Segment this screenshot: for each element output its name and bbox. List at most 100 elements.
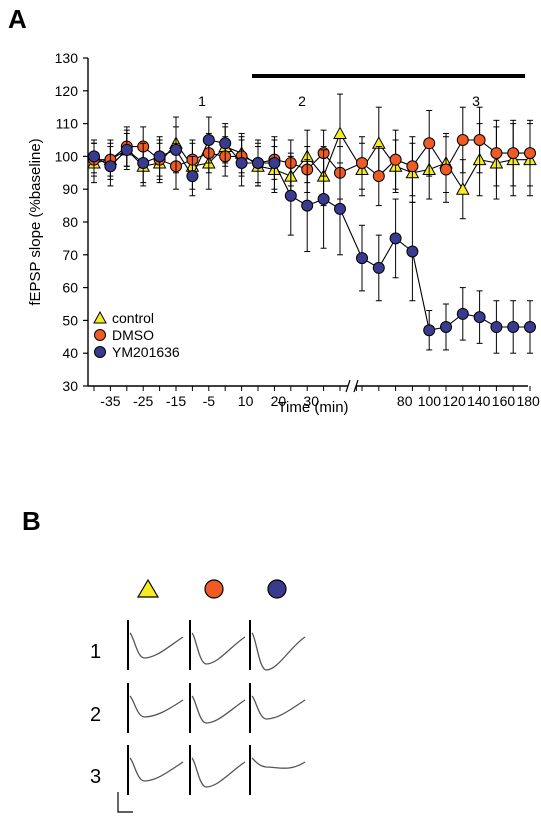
trace-legend-circle-icon <box>267 579 287 599</box>
y-tick-label: 30 <box>62 378 78 394</box>
fepsp-trace <box>191 695 246 724</box>
y-tick-label: 100 <box>55 148 79 164</box>
data-point <box>317 193 330 206</box>
x-tick-label: 80 <box>397 393 413 409</box>
data-point <box>170 143 182 156</box>
x-tick-label: -25 <box>133 393 153 409</box>
fepsp-trace <box>129 757 184 782</box>
series-line <box>93 139 341 210</box>
fepsp-trace <box>251 632 306 671</box>
trace-row-label: 3 <box>90 766 101 788</box>
data-point <box>88 150 100 163</box>
x-tick-label: 20 <box>271 393 287 409</box>
epoch-label: 3 <box>472 93 480 109</box>
legend-marker <box>93 310 107 324</box>
data-point <box>524 320 536 333</box>
trace-legend-triangle-icon <box>136 578 160 598</box>
data-point <box>301 199 314 212</box>
data-point <box>455 182 470 195</box>
data-point <box>524 147 536 160</box>
x-tick-label: -15 <box>166 393 186 409</box>
data-point <box>456 307 469 320</box>
data-point <box>120 143 133 156</box>
y-tick-label: 80 <box>62 214 78 230</box>
x-tick-label: -5 <box>203 393 216 409</box>
legend-marker <box>94 346 106 358</box>
data-point <box>456 134 469 146</box>
data-point <box>104 160 117 173</box>
y-tick-label: 110 <box>56 116 79 132</box>
fepsp-trace <box>251 757 306 769</box>
data-point <box>372 170 385 183</box>
trace-row-label: 2 <box>90 704 101 726</box>
y-tick-label: 40 <box>62 345 78 361</box>
panel-a-label: A <box>8 4 27 34</box>
y-tick-label: 90 <box>62 181 78 197</box>
x-tick-label: 180 <box>516 393 540 409</box>
data-point <box>490 147 503 160</box>
data-point <box>153 150 166 163</box>
epoch-label: 2 <box>298 93 306 109</box>
epoch-label: 1 <box>198 93 206 109</box>
x-tick-label: 160 <box>492 393 516 409</box>
data-point <box>372 261 385 274</box>
data-point <box>219 137 232 150</box>
fepsp-trace <box>251 695 306 720</box>
data-point <box>333 126 347 139</box>
series-line <box>94 146 341 174</box>
data-point <box>202 134 215 146</box>
y-tick-label: 120 <box>55 83 79 99</box>
legend-label: DMSO <box>112 327 154 343</box>
data-point <box>186 170 199 183</box>
y-tick-label: 130 <box>55 50 79 66</box>
y-tick-label: 70 <box>62 247 78 263</box>
data-point <box>507 147 520 160</box>
x-tick-label: 30 <box>303 393 319 409</box>
x-tick-label: 120 <box>442 393 466 409</box>
data-point <box>440 320 452 333</box>
data-point <box>268 156 281 169</box>
scale-bar <box>117 792 133 813</box>
legend-label: YM201636 <box>112 344 180 360</box>
y-axis-label: fEPSP slope (%baseline) <box>27 138 44 305</box>
data-point <box>423 324 436 337</box>
data-point <box>389 232 402 245</box>
fepsp-trace <box>129 695 184 718</box>
trace-legend-circle-icon <box>204 579 224 599</box>
data-point <box>356 156 368 169</box>
x-axis-label: Time (min) <box>277 399 348 416</box>
fepsp-trace <box>191 757 246 788</box>
x-tick-label: 140 <box>467 393 491 409</box>
data-point <box>440 163 452 176</box>
axis-break-mark <box>345 379 351 393</box>
y-tick-label: 60 <box>62 280 78 296</box>
x-tick-label: 10 <box>238 393 254 409</box>
panel-b-label: B <box>22 506 41 536</box>
data-point <box>252 156 264 169</box>
data-point <box>137 156 150 169</box>
legend-label: control <box>112 310 154 326</box>
data-point <box>334 202 346 215</box>
legend-marker <box>94 329 106 341</box>
series-line <box>339 208 363 259</box>
x-tick-label: -35 <box>100 393 120 409</box>
data-point <box>473 311 486 324</box>
trace-row-label: 1 <box>90 641 101 663</box>
fepsp-trace <box>129 632 184 659</box>
data-point <box>473 134 486 146</box>
x-tick-label: 100 <box>418 393 442 409</box>
y-tick-label: 50 <box>62 312 78 328</box>
data-point <box>284 189 297 202</box>
data-point <box>356 252 368 265</box>
traces-panel: 1 2 3 <box>90 578 306 813</box>
data-point <box>490 320 503 333</box>
data-point <box>389 153 402 166</box>
data-point <box>406 245 419 258</box>
data-point <box>423 137 436 150</box>
data-point <box>235 156 248 169</box>
data-point <box>507 320 520 333</box>
fepsp-trace <box>191 632 246 665</box>
data-point <box>406 160 419 173</box>
